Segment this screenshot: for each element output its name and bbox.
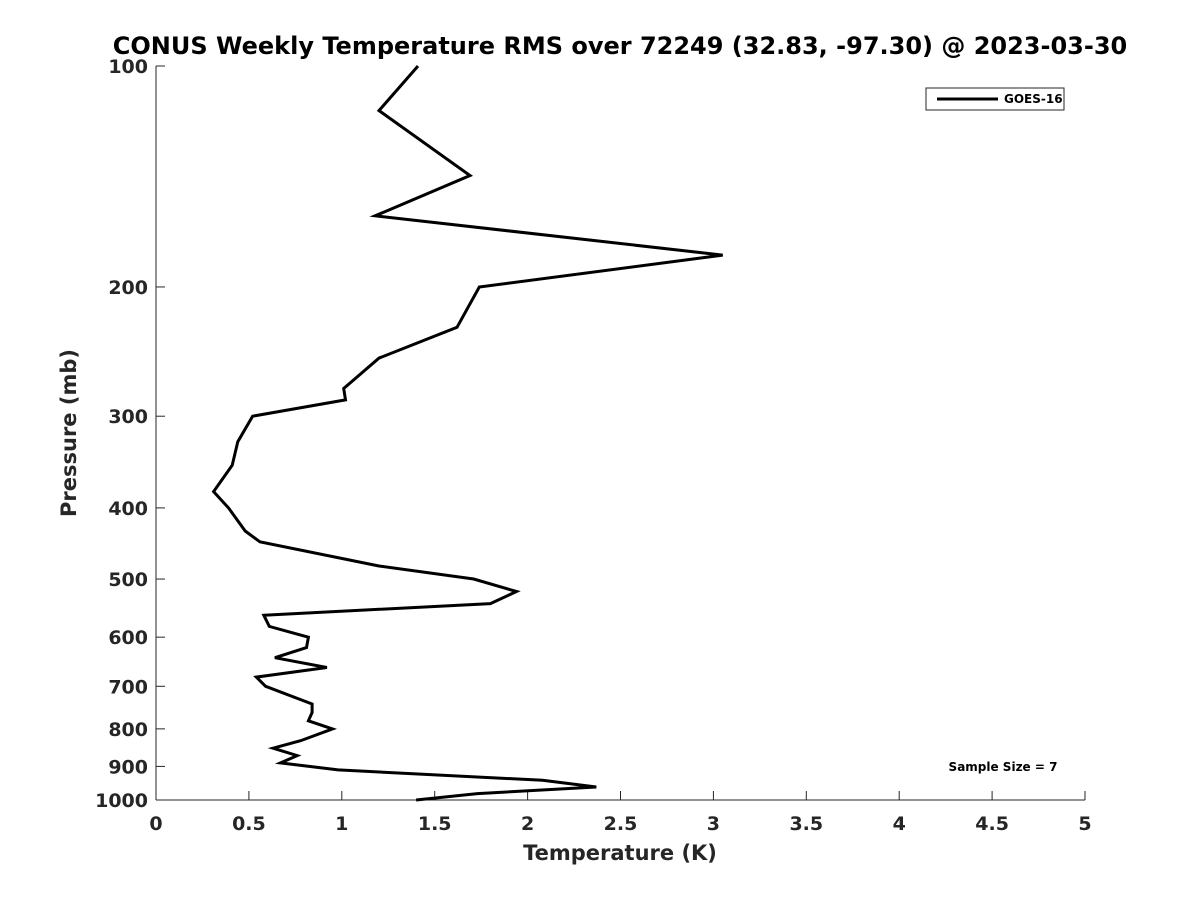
- y-axis-label: Pressure (mb): [57, 349, 81, 517]
- y-tick-label: 100: [108, 56, 148, 78]
- x-tick-label: 3: [707, 813, 720, 835]
- x-tick-label: 0.5: [232, 813, 266, 835]
- y-tick-label: 700: [108, 676, 148, 698]
- legend: GOES-16: [925, 87, 1065, 111]
- x-tick-label: 1.5: [418, 813, 452, 835]
- y-tick-label: 900: [108, 756, 148, 778]
- y-tick-label: 200: [108, 277, 148, 299]
- y-tick-label: 800: [108, 719, 148, 741]
- y-axis-ticks: 100 200 300 400 500 600 700 800 900 1000: [95, 56, 165, 812]
- legend-label-goes-16: GOES-16: [1004, 92, 1063, 106]
- x-axis-ticks: 0 0.5 1 1.5 2 2.5 3 3.5 4 4.5 5: [149, 791, 1092, 835]
- series-layer: [211, 65, 723, 802]
- plot-area: [155, 66, 1085, 801]
- chart-title: CONUS Weekly Temperature RMS over 72249 …: [113, 32, 1127, 60]
- x-tick-label: 3.5: [789, 813, 823, 835]
- y-tick-label: 500: [108, 569, 148, 591]
- x-tick-label: 0: [149, 813, 162, 835]
- x-tick-label: 1: [335, 813, 348, 835]
- y-tick-label: 400: [108, 498, 148, 520]
- y-tick-label: 1000: [95, 790, 148, 812]
- y-tick-label: 600: [108, 627, 148, 649]
- sample-size-annotation: Sample Size = 7: [949, 760, 1058, 774]
- y-tick-label: 300: [108, 406, 148, 428]
- x-tick-label: 5: [1078, 813, 1091, 835]
- x-tick-label: 4.5: [975, 813, 1009, 835]
- x-tick-label: 2: [521, 813, 534, 835]
- x-tick-label: 4: [893, 813, 906, 835]
- x-axis-label: Temperature (K): [523, 841, 717, 865]
- x-tick-label: 2.5: [604, 813, 638, 835]
- series-line-goes-16: [211, 65, 723, 802]
